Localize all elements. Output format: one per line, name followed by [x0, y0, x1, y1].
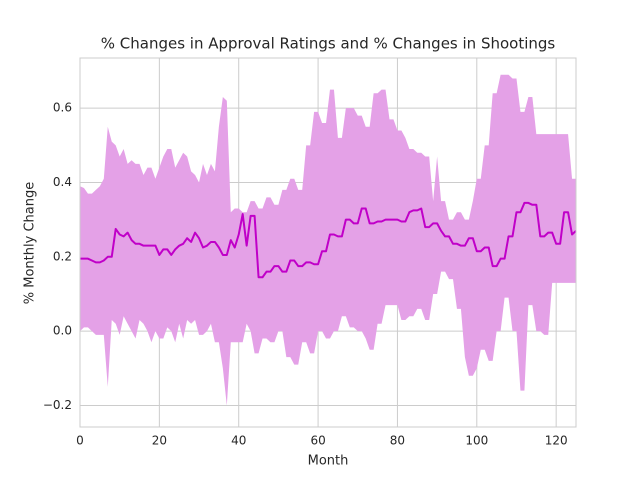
mean-line — [80, 201, 577, 279]
y-tick-label: 0.6 — [53, 101, 72, 115]
plot-frame — [79, 57, 577, 428]
x-tick-label: 60 — [310, 434, 325, 448]
x-tick-label: 40 — [231, 434, 246, 448]
x-tick-label: 80 — [390, 434, 405, 448]
y-tick-label: 0.0 — [53, 324, 72, 338]
x-tick-label: 0 — [76, 434, 84, 448]
x-tick-label: 20 — [152, 434, 167, 448]
chart-title: % Changes in Approval Ratings and % Chan… — [101, 35, 556, 53]
y-tick-label: 0.2 — [53, 249, 72, 263]
x-tick-label: 120 — [545, 434, 568, 448]
x-tick-label: 100 — [465, 434, 488, 448]
y-tick-label: −0.2 — [43, 398, 72, 412]
y-axis-label: % Monthly Change — [23, 182, 38, 304]
x-axis-label: Month — [308, 454, 349, 469]
y-tick-label: 0.4 — [53, 175, 72, 189]
